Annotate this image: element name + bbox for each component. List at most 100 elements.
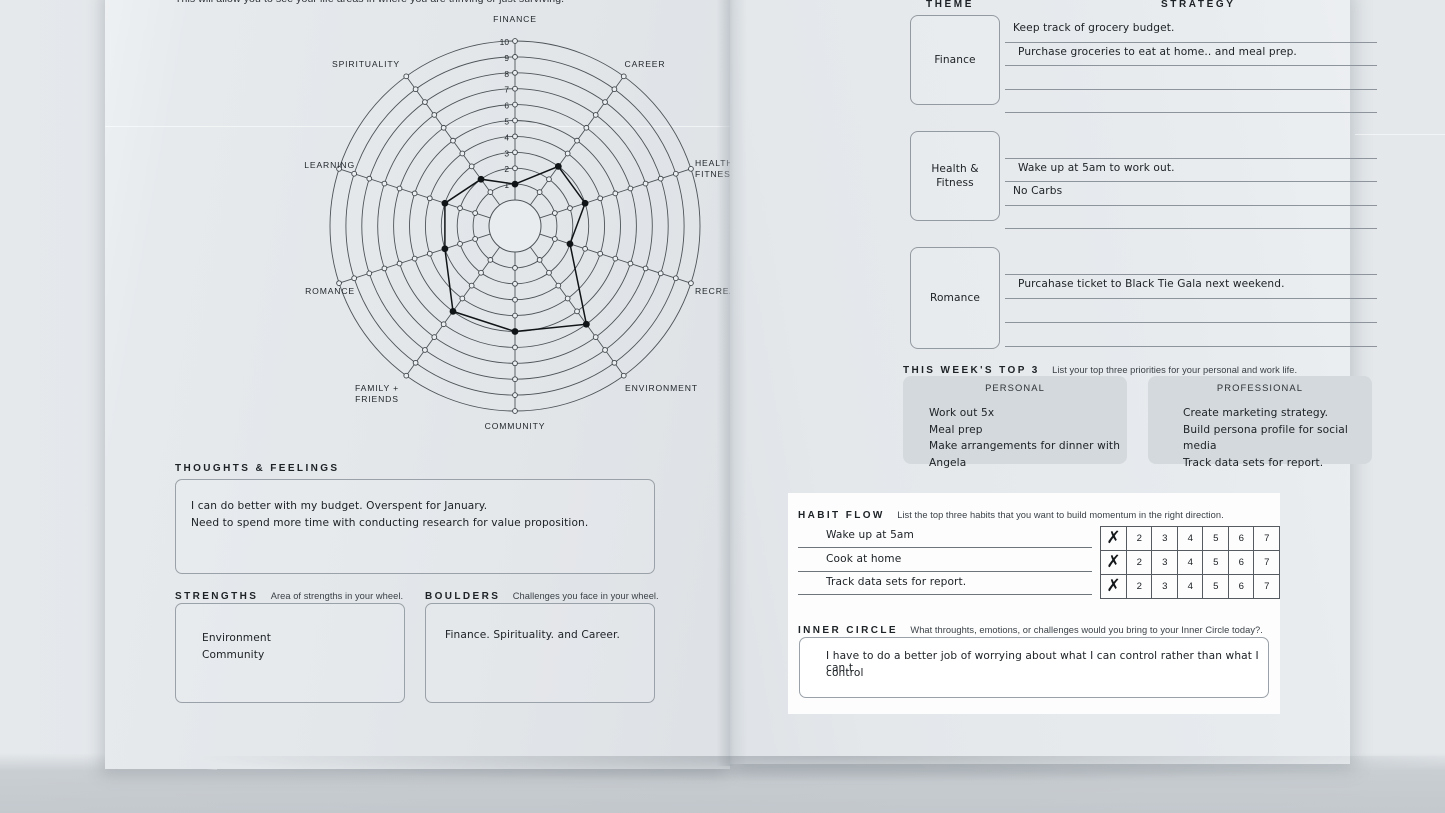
strategy-rule-0-3 — [1005, 112, 1377, 113]
strategy-rule-2-3 — [1005, 346, 1377, 347]
theme-column-header: THEME — [926, 0, 974, 10]
inner-circle-line-1: I have to do a better job of worrying ab… — [826, 650, 1259, 674]
strengths-box[interactable]: Environment Community — [175, 603, 405, 703]
habit-day-cell-7[interactable]: 7 — [1253, 550, 1280, 575]
habit-day-cell-marked[interactable]: ✗ — [1100, 574, 1127, 599]
axis-label-spirituality: SPIRITUALITY — [332, 59, 400, 69]
thoughts-line-1: I can do better with my budget. Overspen… — [191, 500, 488, 512]
habit-label-0: Wake up at 5am — [826, 529, 914, 541]
radar-series-points — [441, 162, 590, 335]
strategy-rule-0-1 — [1005, 65, 1377, 66]
strengths-hint: Area of strengths in your wheel. — [270, 591, 404, 601]
strategy-text-0-1: Purchase groceries to eat at home.. and … — [1018, 45, 1297, 58]
axis-label-family-friends: FAMILY + — [355, 383, 399, 393]
theme-label-1: Health & Fitness — [931, 162, 979, 190]
axis-label-romance: ROMANCE — [305, 286, 355, 296]
strategy-rule-2-0 — [1005, 274, 1377, 275]
habit-day-cell-3[interactable]: 3 — [1151, 526, 1178, 551]
radar-tick-labels: 1 2 3 4 5 6 7 8 9 10 — [500, 37, 510, 190]
strategy-line-2-1: Purcahase ticket to Black Tie Gala next … — [1005, 275, 1377, 299]
book-bottom-shadow — [200, 756, 1445, 782]
strategy-lines-2[interactable]: Purcahase ticket to Black Tie Gala next … — [1005, 251, 1377, 347]
strengths-heading: STRENGTHS — [175, 591, 259, 602]
top3-personal-list: Work out 5x Meal prep Make arrangements … — [903, 393, 1127, 471]
top3-personal-item-0: Work out 5x — [929, 407, 995, 419]
habit-day-cell-6[interactable]: 6 — [1227, 526, 1255, 551]
habit-day-cell-3[interactable]: 3 — [1151, 550, 1178, 575]
svg-text:1: 1 — [504, 180, 509, 190]
thoughts-line-2: Need to spend more time with conducting … — [191, 517, 589, 529]
habit-day-cell-7[interactable]: 7 — [1253, 574, 1280, 599]
page-sheen-right — [1355, 134, 1445, 135]
habit-day-cell-6[interactable]: 6 — [1227, 574, 1255, 599]
strategy-line-0-1: Purchase groceries to eat at home.. and … — [1005, 43, 1377, 66]
strategy-line-0-2 — [1005, 66, 1377, 90]
axis-label-health-fitness-2: FITNESS — [695, 169, 765, 180]
svg-text:8: 8 — [504, 69, 509, 79]
habit-day-cell-5[interactable]: 5 — [1202, 550, 1229, 575]
top3-professional-item-0: Create marketing strategy. — [1183, 407, 1329, 419]
habit-day-cell-4[interactable]: 4 — [1176, 550, 1204, 575]
strategy-rule-2-1 — [1005, 298, 1377, 299]
strategy-line-2-3 — [1005, 323, 1377, 347]
theme-box-0[interactable]: Finance — [910, 15, 1000, 105]
strategy-rule-1-2 — [1005, 204, 1377, 206]
svg-text:10: 10 — [500, 37, 510, 47]
theme-box-2[interactable]: Romance — [910, 247, 1000, 349]
strategy-line-1-3 — [1005, 206, 1377, 229]
habit-day-cell-5[interactable]: 5 — [1202, 574, 1229, 599]
habit-flow-header-row: HABIT FLOW List the top three habits tha… — [798, 505, 1224, 523]
svg-text:7: 7 — [504, 85, 509, 95]
top3-professional-label: PROFESSIONAL — [1216, 382, 1304, 393]
top3-professional-list: Create marketing strategy. Build persona… — [1148, 393, 1372, 471]
boulders-box[interactable]: Finance. Spirituality. and Career. — [425, 603, 655, 703]
habit-label-2: Track data sets for report. — [826, 576, 967, 588]
strategy-rule-0-0 — [1005, 41, 1377, 43]
thoughts-heading: THOUGHTS & FEELINGS — [175, 463, 340, 474]
top3-personal-item-2: Make arrangements for dinner with Angela — [929, 440, 1121, 469]
strategy-lines-0[interactable]: Keep track of grocery budget. Purchase gr… — [1005, 19, 1377, 113]
habit-day-cell-4[interactable]: 4 — [1176, 526, 1204, 551]
inner-circle-box[interactable]: I have to do a better job of worrying ab… — [799, 637, 1269, 698]
thoughts-box[interactable]: I can do better with my budget. Overspen… — [175, 479, 655, 574]
top3-personal-box[interactable]: PERSONAL Work out 5x Meal prep Make arra… — [903, 376, 1127, 469]
radar-center-hub — [488, 199, 542, 253]
radar-svg: 1 2 3 4 5 6 7 8 9 10 — [329, 37, 701, 414]
strengths-item-0: Environment — [202, 632, 271, 644]
x-mark-icon: ✗ — [1106, 528, 1121, 548]
habit-rule-2 — [798, 594, 1092, 595]
habit-day-cell-2[interactable]: 2 — [1125, 550, 1153, 575]
boulders-heading: BOULDERS — [425, 591, 501, 602]
habit-day-cell-3[interactable]: 3 — [1151, 574, 1178, 599]
svg-text:5: 5 — [504, 117, 509, 127]
habit-flow-heading: HABIT FLOW — [798, 510, 885, 521]
habit-grid-row: ✗ 2 3 4 5 6 7 — [1100, 550, 1280, 575]
strategy-rule-0-2 — [1005, 88, 1377, 90]
habit-label-1: Cook at home — [826, 552, 902, 565]
strategy-line-1-2: No Carbs — [1005, 182, 1377, 206]
theme-box-1[interactable]: Health & Fitness — [910, 131, 1000, 221]
top3-professional-box[interactable]: PROFESSIONAL Create marketing strategy. … — [1148, 376, 1372, 469]
habit-day-cell-4[interactable]: 4 — [1176, 574, 1204, 599]
habit-day-cell-6[interactable]: 6 — [1227, 550, 1255, 575]
inner-circle-line-2: control — [826, 667, 864, 679]
strategy-lines-1[interactable]: Wake up at 5am to work out. No Carbs — [1005, 135, 1377, 229]
habit-day-cell-marked[interactable]: ✗ — [1100, 526, 1127, 551]
strategy-text-2-1: Purcahase ticket to Black Tie Gala next … — [1018, 278, 1285, 290]
axis-label-learning: LEARNING — [304, 160, 355, 170]
axis-label-family-friends-2: FRIENDS — [355, 394, 399, 404]
strategy-rule-1-1 — [1005, 181, 1377, 182]
habit-day-cell-5[interactable]: 5 — [1202, 526, 1229, 551]
habit-day-cell-2[interactable]: 2 — [1125, 526, 1153, 551]
habit-day-cell-marked[interactable]: ✗ — [1100, 550, 1127, 575]
habit-grid-row: ✗ 2 3 4 5 6 7 — [1100, 574, 1280, 599]
habit-day-grid[interactable]: ✗ 2 3 4 5 6 7 ✗ 2 3 4 5 6 7 ✗ 2 3 4 5 6 7 — [1100, 526, 1280, 599]
habit-rule-0 — [798, 547, 1092, 548]
svg-text:4: 4 — [504, 132, 509, 142]
habit-day-cell-7[interactable]: 7 — [1253, 526, 1280, 551]
axis-label-community: COMMUNITY — [484, 421, 546, 431]
habit-day-cell-2[interactable]: 2 — [1125, 574, 1153, 599]
strategy-line-2-0 — [1005, 251, 1377, 275]
